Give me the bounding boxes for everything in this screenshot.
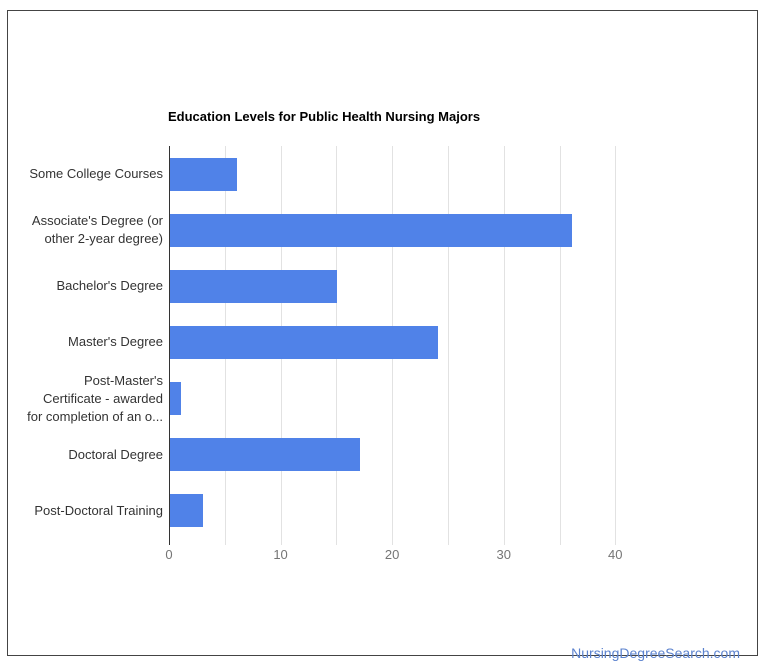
gridline (447, 146, 449, 539)
gridline (615, 146, 617, 539)
axis-tick (392, 539, 394, 545)
x-axis-labels: 0 10 20 30 40 (165, 547, 680, 567)
plot-area (169, 146, 680, 545)
x-tick-label-20: 20 (384, 547, 400, 562)
category-label-0: Some College Courses (29, 166, 163, 182)
x-tick-label-40: 40 (608, 547, 623, 562)
axis-tick (224, 539, 226, 545)
category-label-2: Bachelor's Degree (56, 278, 163, 294)
chart-frame: Education Levels for Public Health Nursi… (7, 10, 758, 661)
axis-tick (336, 539, 338, 545)
bar-5[interactable] (170, 438, 360, 472)
bar-6[interactable] (170, 494, 204, 528)
category-label-4: Post-Master's Certificate - awarded for … (27, 372, 163, 424)
x-tick-label-0: 0 (165, 547, 173, 562)
axis-tick (503, 539, 505, 545)
footer-source-link[interactable]: NursingDegreeSearch.com (571, 645, 740, 661)
bar-1[interactable] (170, 213, 572, 247)
bar-0[interactable] (170, 157, 237, 191)
chart-title: Education Levels for Public Health Nursi… (168, 109, 481, 124)
axis-tick (615, 539, 617, 545)
axis-tick (280, 539, 282, 545)
bar-2[interactable] (170, 269, 338, 303)
gridline (559, 146, 561, 539)
category-label-1: Associate's Degree (or other 2-year degr… (31, 213, 163, 247)
x-tick-label-10: 10 (273, 547, 288, 562)
axis-tick (447, 539, 449, 545)
y-axis-line (169, 146, 170, 545)
bar-3[interactable] (170, 326, 438, 359)
axis-tick (559, 539, 561, 545)
bar-4[interactable] (170, 382, 182, 416)
category-label-5: Doctoral Degree (68, 446, 163, 462)
category-label-3: Master's Degree (68, 334, 163, 350)
gridline (503, 146, 505, 539)
category-label-6: Post-Doctoral Training (34, 502, 163, 518)
x-tick-label-30: 30 (496, 547, 511, 562)
category-labels: Some College Courses Associate's Degree (… (20, 146, 163, 539)
